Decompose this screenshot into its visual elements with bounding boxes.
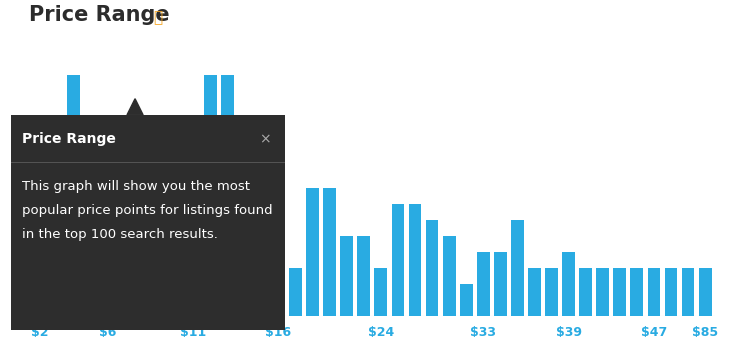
Bar: [409, 204, 421, 316]
Bar: [442, 236, 456, 316]
Bar: [664, 268, 677, 316]
Bar: [699, 268, 712, 316]
Bar: [562, 252, 575, 316]
Bar: [84, 172, 97, 316]
Bar: [204, 75, 217, 316]
Bar: [648, 268, 661, 316]
Bar: [306, 187, 319, 316]
Text: ×: ×: [259, 132, 271, 146]
Bar: [169, 220, 182, 316]
Bar: [580, 268, 592, 316]
Bar: [136, 268, 148, 316]
Bar: [494, 252, 507, 316]
Bar: [682, 268, 694, 316]
Bar: [391, 204, 404, 316]
Bar: [272, 236, 285, 316]
Bar: [528, 268, 541, 316]
Bar: [613, 268, 626, 316]
Bar: [255, 123, 268, 316]
Bar: [238, 123, 250, 316]
Bar: [374, 268, 387, 316]
Bar: [33, 220, 46, 316]
Bar: [220, 75, 234, 316]
Bar: [511, 220, 524, 316]
Bar: [631, 268, 643, 316]
Bar: [50, 139, 63, 316]
Bar: [460, 284, 472, 316]
Bar: [289, 268, 302, 316]
Bar: [118, 220, 131, 316]
Bar: [596, 268, 609, 316]
Text: This graph will show you the most
popular price points for listings found
in the: This graph will show you the most popula…: [22, 180, 272, 241]
Bar: [340, 236, 353, 316]
Text: Price Range: Price Range: [22, 132, 116, 146]
Bar: [545, 268, 558, 316]
Bar: [101, 220, 114, 316]
Text: Price Range: Price Range: [29, 5, 170, 25]
Bar: [153, 204, 165, 316]
Bar: [323, 187, 336, 316]
Bar: [477, 252, 490, 316]
Bar: [187, 220, 199, 316]
Text: ⓘ: ⓘ: [153, 10, 162, 25]
Bar: [67, 75, 80, 316]
Bar: [358, 236, 370, 316]
Bar: [426, 220, 439, 316]
